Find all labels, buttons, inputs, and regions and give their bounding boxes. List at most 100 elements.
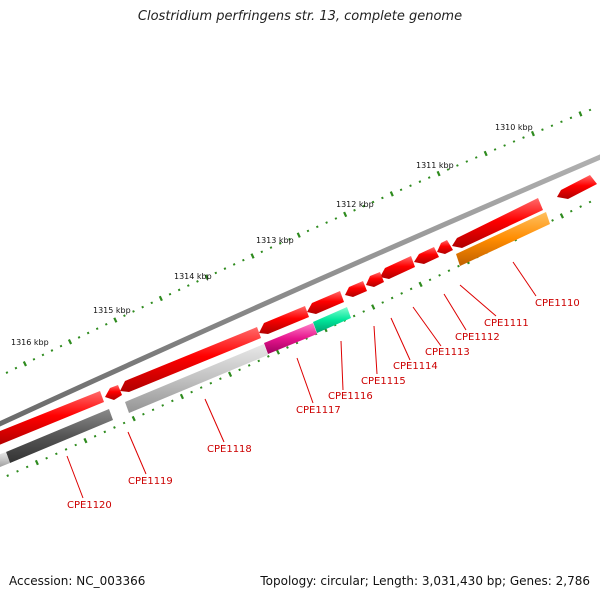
- minor-tick: [168, 292, 172, 296]
- minor-tick: [362, 204, 366, 208]
- gene-arrow[interactable]: [437, 240, 453, 254]
- major-tick: [530, 130, 535, 137]
- minor-tick: [104, 322, 108, 326]
- gene-arrow[interactable]: [452, 198, 543, 248]
- minor-tick: [550, 124, 554, 127]
- minor-tick: [123, 314, 126, 318]
- minor-tick: [306, 229, 310, 233]
- minor-tick: [353, 208, 356, 212]
- minor-tick: [196, 280, 199, 283]
- gene-bar-cpe1117[interactable]: [264, 323, 317, 354]
- gene-label[interactable]: CPE1110: [535, 298, 580, 309]
- minor-tick: [560, 120, 563, 124]
- gene-arrow[interactable]: [259, 306, 309, 334]
- major-tick: [158, 295, 163, 302]
- gene-bar-cpe1110[interactable]: [456, 212, 550, 266]
- gene-arrow[interactable]: [366, 272, 384, 287]
- minor-tick: [232, 263, 236, 266]
- minor-tick: [55, 452, 58, 456]
- major-tick: [131, 415, 136, 422]
- major-tick: [22, 361, 27, 367]
- gene-label[interactable]: CPE1118: [207, 444, 252, 455]
- minor-tick: [541, 128, 544, 131]
- minor-tick: [362, 310, 366, 313]
- minor-tick: [569, 116, 573, 120]
- gene-bar-partial[interactable]: [0, 452, 10, 469]
- minor-tick: [142, 412, 145, 416]
- major-tick: [436, 170, 441, 177]
- minor-tick: [447, 269, 451, 273]
- minor-tick: [209, 381, 213, 385]
- minor-tick: [438, 273, 441, 277]
- minor-tick: [190, 390, 193, 394]
- gene-label[interactable]: CPE1119: [128, 476, 173, 487]
- minor-tick: [74, 443, 78, 447]
- gene-label[interactable]: CPE1113: [425, 347, 470, 358]
- minor-tick: [474, 156, 478, 159]
- gene-label[interactable]: CPE1117: [296, 405, 341, 416]
- gene-label[interactable]: CPE1114: [393, 361, 438, 372]
- minor-tick: [428, 278, 432, 282]
- gene-arrow[interactable]: [414, 247, 439, 264]
- minor-tick: [242, 258, 245, 262]
- minor-tick: [288, 237, 291, 241]
- gene-labels: CPE1110 CPE1111 CPE1112 CPE1113 CPE1114 …: [67, 298, 580, 511]
- gene-bar-cpe1118[interactable]: [125, 344, 268, 413]
- minor-tick: [103, 430, 107, 434]
- minor-tick: [579, 205, 582, 208]
- minor-tick: [390, 296, 394, 300]
- minor-tick: [503, 144, 506, 147]
- gene-bar-cpe1120[interactable]: [6, 409, 113, 463]
- major-tick: [559, 213, 564, 219]
- minor-tick: [41, 353, 45, 357]
- gene-arrow[interactable]: [345, 281, 367, 297]
- major-tick: [371, 304, 376, 310]
- gene-label[interactable]: CPE1116: [328, 391, 373, 402]
- minor-tick: [325, 221, 328, 224]
- gene-label[interactable]: CPE1120: [67, 500, 112, 511]
- minor-tick: [465, 160, 469, 163]
- gene-arrow[interactable]: [105, 385, 122, 400]
- label-leader-lines: [66, 261, 537, 499]
- gene-arrow[interactable]: [557, 175, 597, 199]
- minor-tick: [219, 377, 222, 381]
- minor-tick: [25, 465, 29, 469]
- minor-tick: [446, 168, 450, 171]
- minor-tick: [569, 209, 573, 213]
- major-tick: [204, 274, 209, 280]
- genome-backbone: [0, 154, 600, 427]
- minor-tick: [457, 264, 460, 268]
- minor-tick: [493, 148, 497, 151]
- accession-text: Accession: NC_003366: [9, 574, 146, 588]
- minor-tick: [427, 176, 431, 179]
- major-tick: [250, 253, 255, 259]
- minor-tick: [295, 341, 299, 345]
- reverse-strand-genes: [0, 212, 550, 469]
- gene-arrow[interactable]: [380, 256, 415, 279]
- gene-arrow[interactable]: [307, 291, 344, 314]
- minor-tick: [150, 301, 154, 305]
- minor-tick: [278, 242, 282, 245]
- minor-tick: [409, 184, 412, 188]
- minor-tick: [334, 217, 338, 220]
- minor-tick: [588, 108, 592, 112]
- minor-tick: [223, 267, 227, 271]
- gene-bar-cpe1116[interactable]: [313, 307, 351, 333]
- minor-tick: [16, 469, 19, 473]
- gene-arrow[interactable]: [120, 327, 261, 392]
- gene-label[interactable]: CPE1115: [361, 376, 406, 387]
- gene-label[interactable]: CPE1112: [455, 332, 500, 343]
- minor-tick: [77, 336, 81, 339]
- gene-arrow[interactable]: [0, 391, 104, 446]
- minor-tick: [95, 327, 99, 331]
- minor-tick: [352, 314, 356, 318]
- major-tick: [483, 150, 488, 157]
- minor-tick: [177, 288, 181, 292]
- kbp-label: 1315 kbp: [93, 306, 131, 315]
- major-tick: [179, 393, 185, 400]
- minor-tick: [6, 474, 10, 477]
- minor-tick: [5, 371, 9, 374]
- gene-label[interactable]: CPE1111: [484, 318, 529, 329]
- minor-tick: [93, 434, 97, 438]
